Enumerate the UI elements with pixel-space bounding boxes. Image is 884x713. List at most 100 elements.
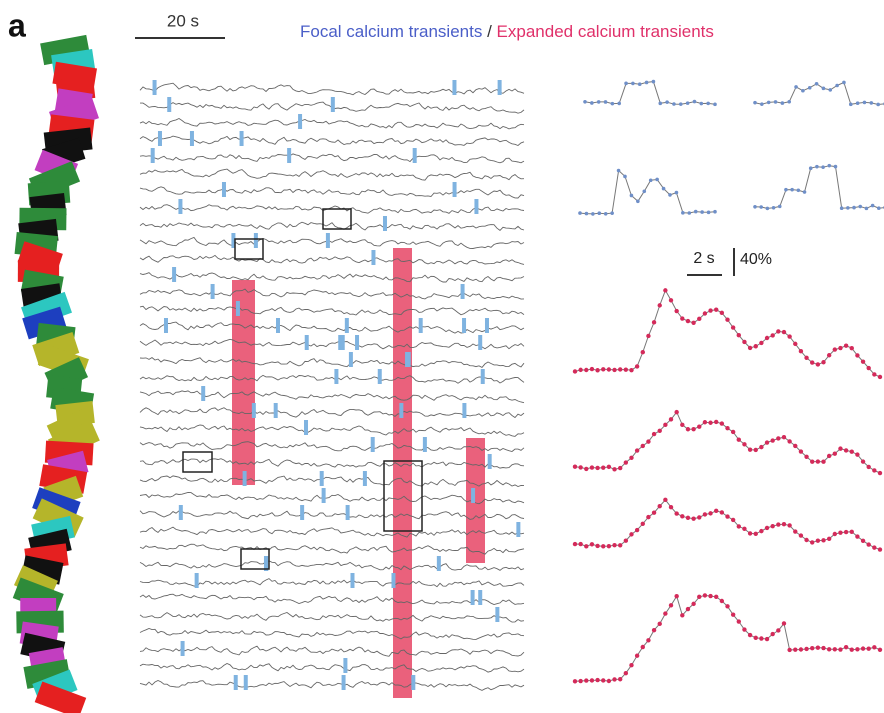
- focal-event: [349, 352, 353, 367]
- sample-point: [624, 671, 628, 675]
- focal-event: [164, 318, 168, 333]
- sample-point: [855, 647, 859, 651]
- sample-point: [720, 421, 724, 425]
- sample-point: [781, 101, 785, 105]
- sample-point: [700, 102, 704, 106]
- sample-point: [753, 205, 757, 209]
- sample-point: [765, 526, 769, 530]
- sample-point: [872, 645, 876, 649]
- focal-event: [485, 318, 489, 333]
- focal-event: [342, 675, 346, 690]
- sample-point: [760, 102, 764, 106]
- sample-point: [725, 514, 729, 518]
- sample-point: [774, 100, 778, 104]
- sample-point: [855, 534, 859, 538]
- sample-point: [759, 529, 763, 533]
- sample-point: [573, 542, 577, 546]
- focal-event: [201, 386, 205, 401]
- sample-point: [782, 522, 786, 526]
- sample-point: [686, 516, 690, 520]
- sample-point: [573, 679, 577, 683]
- sample-point: [638, 82, 642, 86]
- focal-event: [413, 148, 417, 163]
- sample-point: [827, 164, 831, 168]
- sample-point: [697, 515, 701, 519]
- sample-point: [827, 537, 831, 541]
- focal-event: [481, 369, 485, 384]
- sample-point: [759, 205, 763, 209]
- sample-point: [838, 530, 842, 534]
- sample-point: [810, 540, 814, 544]
- sample-point: [611, 102, 615, 106]
- sample-point: [641, 645, 645, 649]
- sample-point: [808, 86, 812, 90]
- sample-point: [772, 206, 776, 210]
- focal-event: [437, 556, 441, 571]
- sample-point: [765, 336, 769, 340]
- sample-point: [867, 366, 871, 370]
- sample-point: [631, 82, 635, 86]
- sample-point: [658, 102, 662, 106]
- sample-point: [714, 307, 718, 311]
- sample-point: [703, 420, 707, 424]
- sample-point: [624, 367, 628, 371]
- sample-point: [858, 205, 862, 209]
- sample-point: [636, 199, 640, 203]
- sample-point: [876, 103, 880, 107]
- sample-point: [629, 456, 633, 460]
- sample-point: [766, 207, 770, 211]
- sample-point: [578, 211, 582, 215]
- sample-point: [658, 622, 662, 626]
- sample-point: [846, 206, 850, 210]
- sample-point: [646, 638, 650, 642]
- sample-point: [669, 603, 673, 607]
- sample-point: [617, 102, 621, 106]
- sample-point: [776, 329, 780, 333]
- sample-point: [804, 356, 808, 360]
- sample-point: [703, 512, 707, 516]
- sample-point: [583, 100, 587, 104]
- sample-point: [697, 317, 701, 321]
- sample-point: [630, 194, 634, 198]
- sample-point: [844, 448, 848, 452]
- inset-time-label: 2 s: [693, 250, 714, 267]
- sample-point: [641, 522, 645, 526]
- sample-point: [687, 211, 691, 215]
- focal-event: [462, 403, 466, 418]
- sample-point: [816, 645, 820, 649]
- sample-point: [838, 647, 842, 651]
- sample-point: [809, 166, 813, 170]
- sample-point: [871, 204, 875, 208]
- focal-event: [240, 131, 244, 146]
- sample-point: [691, 427, 695, 431]
- panel-label: a: [8, 7, 26, 43]
- sample-point: [849, 103, 853, 107]
- sample-point: [601, 367, 605, 371]
- sample-point: [878, 547, 882, 551]
- sample-point: [595, 466, 599, 470]
- sample-point: [686, 319, 690, 323]
- sample-point: [674, 511, 678, 515]
- sample-point: [597, 211, 601, 215]
- sample-point: [816, 538, 820, 542]
- focal-event: [274, 403, 278, 418]
- focal-event: [276, 318, 280, 333]
- sample-point: [623, 175, 627, 179]
- sample-point: [612, 543, 616, 547]
- sample-point: [828, 88, 832, 92]
- sample-point: [617, 169, 621, 173]
- focal-event: [471, 590, 475, 605]
- sample-point: [821, 165, 825, 169]
- sample-point: [601, 465, 605, 469]
- sample-point: [680, 514, 684, 518]
- sample-point: [770, 632, 774, 636]
- sample-point: [618, 367, 622, 371]
- focal-event: [350, 573, 354, 588]
- sample-point: [765, 440, 769, 444]
- focal-event: [172, 267, 176, 282]
- sample-point: [770, 438, 774, 442]
- sample-point: [822, 87, 826, 91]
- sample-point: [877, 206, 881, 210]
- sample-point: [584, 467, 588, 471]
- sample-point: [663, 498, 667, 502]
